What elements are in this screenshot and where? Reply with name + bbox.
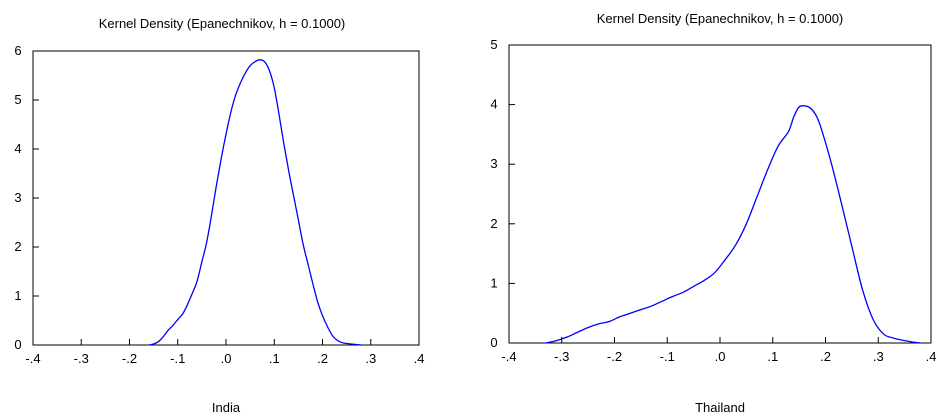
x-tick-label: -.1	[170, 351, 185, 366]
x-axis-label: India	[212, 400, 241, 415]
y-tick-label: 0	[14, 337, 21, 352]
x-tick-label: .2	[317, 351, 328, 366]
y-tick-label: 3	[490, 156, 497, 171]
y-axis: 0 1 2 3 4 5 6	[14, 43, 39, 352]
density-line	[545, 105, 921, 344]
y-tick-label: 1	[14, 288, 21, 303]
y-tick-label: 1	[490, 275, 497, 290]
chart-title: Kernel Density (Epanechnikov, h = 0.1000…	[99, 16, 346, 31]
y-tick-label: 3	[14, 190, 21, 205]
y-tick-label: 4	[14, 141, 21, 156]
plot-frame	[32, 50, 420, 346]
x-axis-label: Thailand	[695, 400, 745, 415]
chart-title: Kernel Density (Epanechnikov, h = 0.1000…	[597, 11, 844, 26]
x-tick-label: .3	[365, 351, 376, 366]
x-axis: -.4 -.3 -.2 -.1 .0 .1 .2 .3 .4	[25, 339, 424, 366]
x-tick-label: -.3	[554, 349, 569, 364]
y-tick-label: 0	[490, 335, 497, 350]
x-tick-label: .1	[269, 351, 280, 366]
y-tick-label: 4	[490, 97, 497, 112]
x-tick-label: .0	[715, 349, 726, 364]
x-tick-label: -.1	[660, 349, 675, 364]
x-tick-label: -.4	[501, 349, 516, 364]
thailand-density-chart: Kernel Density (Epanechnikov, h = 0.1000…	[490, 11, 936, 415]
density-line	[148, 59, 362, 346]
x-tick-label: .1	[767, 349, 778, 364]
x-tick-label: .2	[820, 349, 831, 364]
x-tick-label: .4	[926, 349, 937, 364]
x-tick-label: .4	[414, 351, 425, 366]
y-tick-label: 2	[490, 216, 497, 231]
x-tick-label: -.2	[607, 349, 622, 364]
plot-frame	[508, 44, 932, 344]
y-tick-label: 5	[490, 37, 497, 52]
x-tick-label: -.4	[25, 351, 40, 366]
y-tick-label: 6	[14, 43, 21, 58]
india-density-chart: Kernel Density (Epanechnikov, h = 0.1000…	[14, 16, 424, 415]
x-tick-label: .0	[221, 351, 232, 366]
y-tick-label: 2	[14, 239, 21, 254]
y-axis: 0 1 2 3 4 5	[490, 37, 515, 350]
x-tick-label: .3	[873, 349, 884, 364]
y-tick-label: 5	[14, 92, 21, 107]
x-axis: -.4 -.3 -.2 -.1 .0 .1 .2 .3 .4	[501, 337, 936, 364]
x-tick-label: -.2	[122, 351, 137, 366]
x-tick-label: -.3	[74, 351, 89, 366]
